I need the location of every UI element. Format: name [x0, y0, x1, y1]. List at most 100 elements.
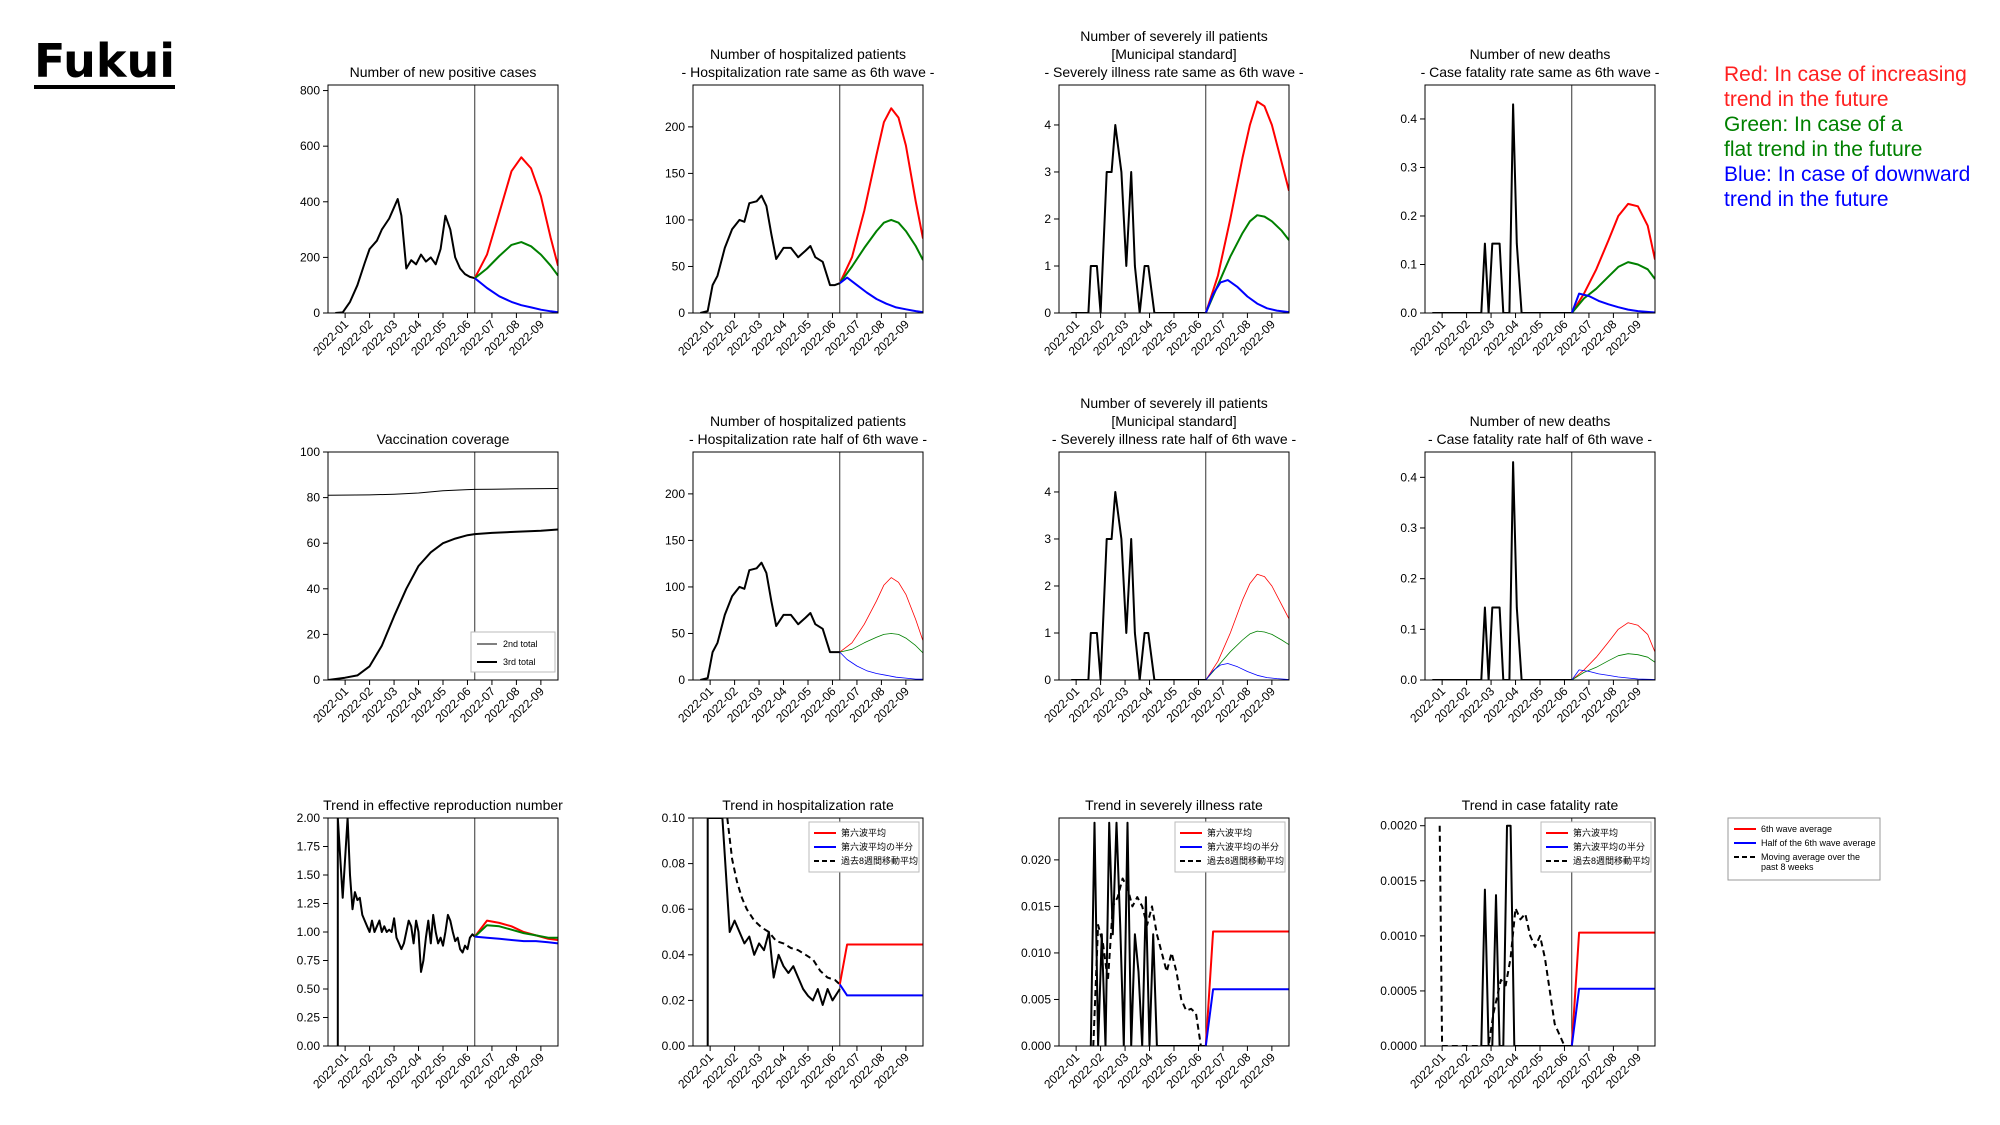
y-tick-label: 0.0000 — [1380, 1039, 1417, 1053]
y-tick-label: 0.000 — [1021, 1039, 1051, 1053]
y-tick-label: 200 — [665, 487, 685, 501]
y-tick-label: 20 — [307, 627, 321, 641]
y-tick-label: 0 — [678, 306, 685, 320]
y-tick-label: 0.0015 — [1380, 874, 1417, 888]
series-line-green — [838, 218, 923, 284]
series-line-black — [700, 194, 841, 313]
y-tick-label: 200 — [300, 250, 320, 264]
series-line-black-dashed — [1438, 825, 1572, 1046]
y-tick-label: 150 — [665, 533, 685, 547]
chart-deaths2: Number of new deaths - Case fatality rate… — [1400, 413, 1656, 725]
legend-label: 第六波平均の半分 — [1573, 841, 1645, 852]
legend-label: 6th wave average — [1761, 824, 1832, 834]
chart-hosp1: Number of hospitalized patients - Hospita… — [665, 46, 935, 358]
y-tick-label: 60 — [307, 536, 321, 550]
chart-hosp2: Number of hospitalized patients - Hospita… — [665, 413, 927, 725]
series-line-red — [1205, 573, 1289, 680]
series-line-blue — [1204, 988, 1289, 1046]
page-title: Fukui — [34, 34, 175, 88]
chart-deaths1: Number of new deaths - Case fatality rate… — [1400, 46, 1659, 358]
y-tick-label: 0.04 — [662, 948, 686, 962]
y-tick-label: 100 — [300, 445, 320, 459]
plot-frame — [692, 84, 924, 314]
y-tick-label: 0.02 — [662, 993, 686, 1007]
legend-label: 過去8週間移動平均 — [1573, 855, 1650, 866]
series-line-green — [1571, 653, 1655, 680]
y-tick-label: 3 — [1044, 165, 1051, 179]
chart-title: - Case fatality rate same as 6th wave - — [1421, 64, 1660, 80]
y-tick-label: 0.0 — [1400, 306, 1417, 320]
y-tick-label: 3 — [1044, 532, 1051, 546]
chart-title: Number of hospitalized patients — [710, 46, 906, 62]
series-line-black-dashed — [1092, 877, 1206, 1046]
series-line-blue — [474, 277, 558, 313]
scenario-green-text: Green: In case of a flat trend in the fu… — [1724, 113, 1923, 161]
legend-label: 3rd total — [503, 657, 536, 667]
y-tick-label: 150 — [665, 166, 685, 180]
y-tick-label: 50 — [672, 626, 686, 640]
scenario-red-text: Red: In case of increasing trend in the … — [1724, 63, 1967, 111]
chart-title: - Hospitalization rate same as 6th wave … — [682, 64, 935, 80]
chart-title: - Hospitalization rate half of 6th wave … — [689, 431, 927, 447]
series-line-black — [706, 818, 841, 1046]
series-line-blue — [838, 983, 923, 997]
series-line-green — [1204, 214, 1289, 313]
plot-frame — [692, 817, 924, 1047]
series-line-blue — [839, 276, 923, 313]
y-tick-label: 0.1 — [1400, 257, 1417, 271]
legend-label: 第六波平均の半分 — [1207, 841, 1279, 852]
series-line-red — [839, 577, 923, 653]
y-tick-label: 0.010 — [1021, 946, 1051, 960]
plot-frame — [327, 817, 559, 1047]
y-tick-label: 0.06 — [662, 902, 686, 916]
series-line-red — [1204, 930, 1289, 1046]
y-tick-label: 0.0005 — [1380, 984, 1417, 998]
y-tick-label: 0.00 — [297, 1039, 321, 1053]
chart-title: Trend in case fatality rate — [1462, 797, 1619, 813]
y-tick-label: 0.020 — [1021, 853, 1051, 867]
y-tick-label: 0.4 — [1400, 470, 1417, 484]
series-line-blue — [1570, 292, 1655, 313]
y-tick-label: 0 — [1044, 306, 1051, 320]
chart-vacc: Vaccination coverage0204060801002022-012… — [300, 431, 559, 725]
y-tick-label: 0 — [678, 673, 685, 687]
chart-title: Number of severely ill patients — [1080, 395, 1268, 411]
y-tick-label: 50 — [672, 259, 686, 273]
chart-title: - Severely illness rate half of 6th wave… — [1052, 431, 1297, 447]
legend-label: 第六波平均 — [1573, 827, 1618, 838]
y-tick-label: 0 — [313, 306, 320, 320]
y-tick-label: 4 — [1044, 485, 1051, 499]
y-tick-label: 0.50 — [297, 982, 321, 996]
series-line-red — [1570, 931, 1655, 1046]
y-tick-label: 2 — [1044, 579, 1051, 593]
y-tick-label: 0.25 — [297, 1011, 321, 1025]
chart-title: [Municipal standard] — [1111, 46, 1236, 62]
series-line-black — [335, 198, 476, 313]
series-line-green — [1205, 630, 1289, 680]
y-tick-label: 0.0 — [1400, 673, 1417, 687]
y-tick-label: 1.75 — [297, 840, 321, 854]
chart-title: Number of new deaths — [1470, 46, 1611, 62]
series-line-black — [1071, 124, 1206, 313]
legend-box — [1727, 817, 1881, 881]
series-line-black-dashed — [726, 818, 841, 986]
y-tick-label: 0.2 — [1400, 209, 1417, 223]
y-tick-label: 0.0010 — [1380, 929, 1417, 943]
plot-frame — [1058, 84, 1290, 314]
y-tick-label: 600 — [300, 139, 320, 153]
series-line-blue — [474, 935, 558, 945]
legend-label: Moving average over the past 8 weeks — [1761, 852, 1860, 872]
y-tick-label: 0.015 — [1021, 899, 1051, 913]
chart-title: Number of hospitalized patients — [710, 413, 906, 429]
legend-label: 第六波平均 — [1207, 827, 1252, 838]
y-tick-label: 1 — [1044, 626, 1051, 640]
y-tick-label: 1.25 — [297, 897, 321, 911]
y-tick-label: 0.10 — [662, 811, 686, 825]
y-tick-label: 400 — [300, 195, 320, 209]
y-tick-label: 800 — [300, 84, 320, 98]
y-tick-label: 0.005 — [1021, 992, 1051, 1006]
y-tick-label: 2 — [1044, 212, 1051, 226]
series-line-black — [1432, 461, 1572, 680]
chart-title: Vaccination coverage — [377, 431, 510, 447]
